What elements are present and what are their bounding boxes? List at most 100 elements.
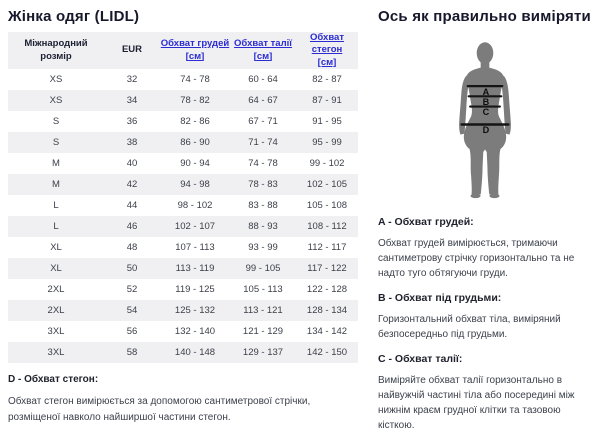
figure-foot-right [489,193,500,199]
band-b [467,95,503,98]
table-cell: 36 [126,116,138,128]
table-cell: 107 - 113 [175,242,215,254]
table-cell: 83 - 88 [248,200,278,212]
section-bust-heading: A - Обхват грудей: [378,216,474,228]
table-cell: 48 [126,242,138,254]
col-header-eur: EUR [104,32,160,70]
figure-arm-right [501,75,511,135]
table-cell: 112 - 117 [307,242,347,254]
table-cell: 87 - 91 [296,90,358,112]
table-cell: 46 [104,216,160,238]
table-cell: 58 [104,342,160,364]
table-row: 2XL 54 125 - 132 113 - 121 128 - 134 [8,300,358,322]
table-row: 3XL 56 132 - 140 121 - 129 134 - 142 [8,321,358,342]
table-row: 2XL 52 119 - 125 105 - 113 122 - 128 [8,279,358,300]
table-cell: 108 - 112 [296,216,358,238]
table-cell: 95 - 99 [296,132,358,154]
table-cell: 82 - 86 [180,116,210,128]
section-waist-text: Виміряйте обхват талії горизонтально в н… [378,375,575,431]
table-row: XL 50 113 - 119 99 - 105 117 - 122 [8,258,358,280]
section-bust: A - Обхват грудей: Обхват грудей вимірює… [378,216,592,281]
table-row: M 40 90 - 94 74 - 78 99 - 102 [8,153,358,174]
table-row: M 42 94 - 98 78 - 83 102 - 105 [8,174,358,196]
table-cell: 129 - 137 [230,342,296,364]
table-cell: 34 [104,90,160,112]
table-cell: 44 [126,200,138,212]
col-header-bust-link[interactable]: Обхват грудей [см] [160,32,230,70]
table-cell: 122 - 128 [306,284,348,296]
table-cell: S [52,116,60,128]
table-row: S 38 86 - 90 71 - 74 95 - 99 [8,132,358,154]
size-table-body: XS 32 74 - 78 60 - 64 82 - 87 XS 34 78 - 82 64 -… [8,69,358,364]
table-cell: 117 - 122 [296,258,358,280]
table-row: XS 34 78 - 82 64 - 67 87 - 91 [8,90,358,112]
table-cell: XS [8,90,104,112]
table-cell: XS [49,74,63,86]
table-cell: 113 - 119 [160,258,230,280]
table-cell: 32 [126,74,138,86]
table-cell: 132 - 140 [174,326,216,338]
table-cell: 3XL [8,342,104,364]
table-cell: 82 - 87 [312,74,342,86]
body-measurement-figure: A B C D [459,42,511,199]
table-cell: 52 [126,284,138,296]
table-cell: 121 - 129 [242,326,284,338]
table-cell: M [8,174,104,196]
table-cell: 140 - 148 [160,342,230,364]
band-label-a: A [483,87,490,97]
table-row: L 46 102 - 107 88 - 93 108 - 112 [8,216,358,238]
figure-head [476,42,494,64]
col-header-waist-link[interactable]: Обхват талії [см] [230,32,296,70]
table-cell: 42 [104,174,160,196]
table-row: XL 48 107 - 113 93 - 99 112 - 117 [8,237,358,258]
col-header-hips-link[interactable]: Обхват стегон [см] [296,32,358,70]
table-cell: L [53,200,59,212]
table-cell: 119 - 125 [175,284,215,296]
table-cell: 105 - 108 [306,200,348,212]
band-c [469,105,501,108]
section-underbust-text: Горизонтальний обхват тіла, виміряний бе… [378,314,561,340]
figure-body [463,67,507,195]
table-cell: 90 - 94 [180,158,210,170]
table-cell: S [8,132,104,154]
measuring-guide-title: Ось як правильно виміряти [378,8,591,25]
page-title: Жінка одяг (LIDL) [8,8,140,25]
table-cell: 102 - 105 [296,174,358,196]
table-row: 3XL 58 140 - 148 129 - 137 142 - 150 [8,342,358,364]
section-underbust-heading: B - Обхват під грудьми: [378,292,502,304]
col-header-international-size: Міжнародний розмір [8,32,104,70]
table-cell: 60 - 64 [248,74,278,86]
table-cell: 99 - 102 [309,158,345,170]
table-cell: 91 - 95 [312,116,342,128]
table-cell: 125 - 132 [160,300,230,322]
figure-container: A B C D [378,41,592,205]
table-cell: 40 [126,158,138,170]
table-cell: 94 - 98 [160,174,230,196]
size-table: Міжнародний розмір EUR Обхват грудей [см… [8,32,358,364]
table-row: S 36 82 - 86 67 - 71 91 - 95 [8,111,358,132]
table-cell: L [8,216,104,238]
table-cell: 86 - 90 [160,132,230,154]
table-cell: 2XL [8,300,104,322]
section-waist: C - Обхват талії: Виміряйте обхват талії… [378,353,592,433]
table-cell: 78 - 83 [230,174,296,196]
band-label-c: C [483,107,490,117]
table-row: L 44 98 - 102 83 - 88 105 - 108 [8,195,358,216]
table-cell: 67 - 71 [248,116,278,128]
hips-note-heading: D - Обхват стегон: [8,374,99,386]
table-cell: 113 - 121 [230,300,296,322]
table-cell: 74 - 78 [180,74,210,86]
table-cell: 99 - 105 [230,258,296,280]
size-chart-panel: Жінка одяг (LIDL) Міжнародний розмір EUR… [8,4,362,427]
table-cell: 50 [104,258,160,280]
table-cell: 134 - 142 [306,326,348,338]
table-cell: 128 - 134 [296,300,358,322]
measuring-guide-panel: Ось як правильно виміряти [362,4,592,431]
hips-note-text: Обхват стегон вимірюється за допомогою с… [8,396,311,423]
table-cell: 71 - 74 [230,132,296,154]
table-cell: 2XL [47,284,65,296]
section-waist-heading: C - Обхват талії: [378,353,463,365]
band-label-d: D [483,125,490,135]
table-cell: 64 - 67 [230,90,296,112]
